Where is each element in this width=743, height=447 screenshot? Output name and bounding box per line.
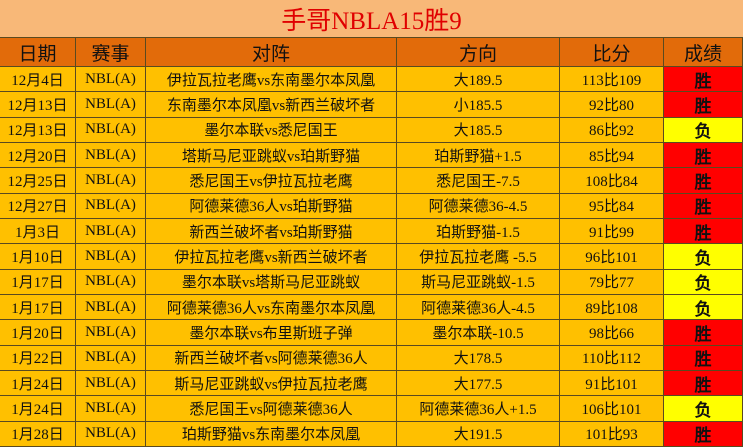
table-cell: 1月24日 [0,371,76,397]
table-cell: 101比93 [560,421,664,447]
table-cell: 113比109 [560,67,664,93]
result-cell: 负 [664,295,743,321]
table-cell: NBL(A) [76,219,146,245]
table-cell: 12月13日 [0,117,76,143]
table-cell: 12月20日 [0,143,76,169]
result-cell: 胜 [664,193,743,219]
table-cell: 珀斯野猫+1.5 [397,143,560,169]
result-cell: 胜 [664,143,743,169]
table-cell: 阿德莱德36人vs珀斯野猫 [146,193,397,219]
table-cell: 1月20日 [0,320,76,346]
header-cell: 方向 [397,38,560,67]
table-cell: 1月28日 [0,421,76,447]
result-cell: 负 [664,396,743,422]
table-cell: 伊拉瓦拉老鹰vs新西兰破坏者 [146,244,397,270]
table-cell: 墨尔本联vs塔斯马尼亚跳蚁 [146,269,397,295]
table-cell: 阿德莱德36人vs东南墨尔本凤凰 [146,295,397,321]
table-cell: 92比80 [560,92,664,118]
table-cell: 1月22日 [0,345,76,371]
table-cell: 79比77 [560,269,664,295]
table-cell: 东南墨尔本凤凰vs新西兰破坏者 [146,92,397,118]
table-cell: NBL(A) [76,143,146,169]
result-cell: 胜 [664,320,743,346]
result-cell: 负 [664,269,743,295]
table-cell: 悉尼国王-7.5 [397,168,560,194]
table-cell: 96比101 [560,244,664,270]
table-cell: 大177.5 [397,371,560,397]
table-cell: 89比108 [560,295,664,321]
table-cell: NBL(A) [76,371,146,397]
table-cell: 珀斯野猫vs东南墨尔本凤凰 [146,421,397,447]
table-cell: NBL(A) [76,193,146,219]
table-cell: 12月27日 [0,193,76,219]
result-cell: 胜 [664,421,743,447]
table-cell: 12月4日 [0,67,76,93]
table-cell: 阿德莱德36-4.5 [397,193,560,219]
table-cell: 86比92 [560,117,664,143]
table-cell: 108比84 [560,168,664,194]
table-cell: 斯马尼亚跳蚁vs伊拉瓦拉老鹰 [146,371,397,397]
table-cell: NBL(A) [76,92,146,118]
table-cell: 新西兰破坏者vs珀斯野猫 [146,219,397,245]
table-cell: NBL(A) [76,168,146,194]
result-cell: 胜 [664,92,743,118]
header-cell: 比分 [560,38,664,67]
table-cell: NBL(A) [76,244,146,270]
result-cell: 负 [664,244,743,270]
table-cell: 12月25日 [0,168,76,194]
result-cell: 胜 [664,371,743,397]
table-cell: NBL(A) [76,295,146,321]
table-cell: 95比84 [560,193,664,219]
result-cell: 胜 [664,219,743,245]
table-cell: 98比66 [560,320,664,346]
table-cell: NBL(A) [76,345,146,371]
table-cell: 小185.5 [397,92,560,118]
result-cell: 胜 [664,345,743,371]
table-cell: 1月24日 [0,396,76,422]
table-cell: 1月3日 [0,219,76,245]
table-cell: 珀斯野猫-1.5 [397,219,560,245]
result-cell: 胜 [664,168,743,194]
header-cell: 赛事 [76,38,146,67]
table-cell: 1月10日 [0,244,76,270]
table-cell: 106比101 [560,396,664,422]
table-title: 手哥NBLA15胜9 [0,0,743,38]
table-cell: NBL(A) [76,320,146,346]
header-cell: 日期 [0,38,76,67]
table-cell: 91比101 [560,371,664,397]
table-cell: 阿德莱德36人-4.5 [397,295,560,321]
table-cell: NBL(A) [76,117,146,143]
table-cell: 墨尔本联-10.5 [397,320,560,346]
table-cell: 悉尼国王vs伊拉瓦拉老鹰 [146,168,397,194]
table-cell: 伊拉瓦拉老鹰 -5.5 [397,244,560,270]
table-cell: 大189.5 [397,67,560,93]
table-cell: NBL(A) [76,67,146,93]
table-cell: 大185.5 [397,117,560,143]
table-cell: NBL(A) [76,396,146,422]
result-cell: 负 [664,117,743,143]
table-cell: NBL(A) [76,421,146,447]
table-cell: 斯马尼亚跳蚁-1.5 [397,269,560,295]
header-cell: 对阵 [146,38,397,67]
table-cell: 85比94 [560,143,664,169]
table-cell: 91比99 [560,219,664,245]
table-cell: 阿德莱德36人+1.5 [397,396,560,422]
result-cell: 胜 [664,67,743,93]
table-cell: 大191.5 [397,421,560,447]
table-cell: NBL(A) [76,269,146,295]
table-cell: 大178.5 [397,345,560,371]
table-cell: 墨尔本联vs布里斯班子弹 [146,320,397,346]
table-cell: 110比112 [560,345,664,371]
table-cell: 1月17日 [0,269,76,295]
header-cell: 成绩 [664,38,743,67]
table-cell: 12月13日 [0,92,76,118]
table-cell: 塔斯马尼亚跳蚁vs珀斯野猫 [146,143,397,169]
table-cell: 伊拉瓦拉老鹰vs东南墨尔本凤凰 [146,67,397,93]
table-cell: 1月17日 [0,295,76,321]
table-cell: 悉尼国王vs阿德莱德36人 [146,396,397,422]
table-cell: 新西兰破坏者vs阿德莱德36人 [146,345,397,371]
table-cell: 墨尔本联vs悉尼国王 [146,117,397,143]
